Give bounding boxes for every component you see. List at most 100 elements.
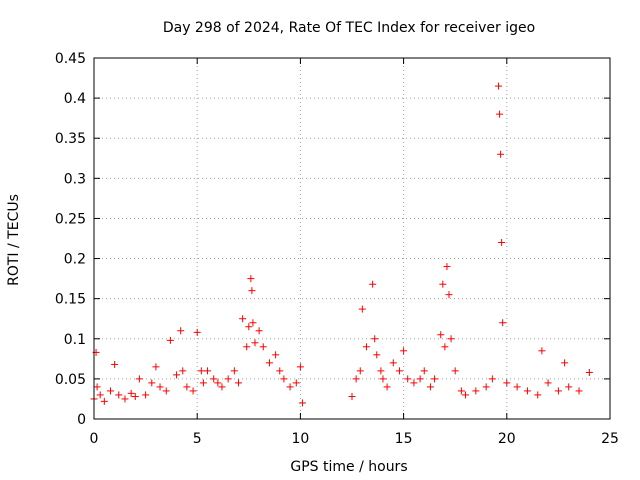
data-point (111, 360, 119, 368)
data-point (204, 367, 212, 375)
data-point (234, 379, 242, 387)
data-point (276, 367, 284, 375)
y-tick-label: 0.15 (55, 292, 86, 308)
data-point (348, 393, 356, 401)
x-tick-label: 10 (291, 431, 309, 447)
data-point (503, 379, 511, 387)
data-point (243, 343, 251, 351)
data-point (373, 351, 381, 359)
y-tick-label: 0.2 (64, 252, 86, 268)
data-point (441, 343, 449, 351)
x-tick-label: 20 (498, 431, 516, 447)
data-point (447, 335, 455, 343)
data-point (420, 367, 428, 375)
data-point (538, 347, 546, 355)
data-point (389, 359, 397, 367)
data-point (296, 363, 304, 371)
data-point (197, 367, 205, 375)
data-point (298, 399, 306, 407)
data-points (90, 82, 593, 407)
data-point (183, 383, 191, 391)
y-tick-label: 0.1 (64, 332, 86, 348)
x-tick-label: 0 (90, 431, 99, 447)
data-point (115, 391, 123, 399)
data-point (245, 323, 253, 331)
data-point (107, 387, 115, 395)
data-point (166, 336, 174, 344)
data-point (383, 383, 391, 391)
y-tick-label: 0 (77, 412, 86, 428)
data-point (100, 397, 108, 405)
data-point (513, 383, 521, 391)
data-point (121, 395, 129, 403)
data-point (437, 331, 445, 339)
data-point (239, 315, 247, 323)
data-point (404, 375, 412, 383)
y-tick-label: 0.45 (55, 51, 86, 67)
data-point (523, 387, 531, 395)
data-point (255, 327, 263, 335)
data-point (498, 239, 506, 247)
y-tick-label: 0.35 (55, 131, 86, 147)
data-point (400, 347, 408, 355)
x-axis-label: GPS time / hours (290, 459, 407, 475)
y-tick-label: 0.05 (55, 372, 86, 388)
data-point (96, 391, 104, 399)
data-point (462, 391, 470, 399)
data-point (224, 375, 232, 383)
data-point (554, 387, 562, 395)
data-point (369, 280, 377, 288)
y-tick-label: 0.4 (64, 91, 86, 107)
data-point (265, 359, 273, 367)
data-point (426, 383, 434, 391)
data-point (148, 379, 156, 387)
data-point (251, 339, 259, 347)
y-tick-label: 0.3 (64, 171, 86, 187)
data-point (377, 367, 385, 375)
chart-title: Day 298 of 2024, Rate Of TEC Index for r… (163, 20, 535, 36)
data-point (352, 375, 360, 383)
data-point (135, 375, 143, 383)
data-point (199, 379, 207, 387)
data-point (280, 375, 288, 383)
data-point (259, 343, 267, 351)
data-point (131, 393, 139, 401)
x-tick-label: 5 (193, 431, 202, 447)
data-point (534, 391, 542, 399)
y-tick-label: 0.25 (55, 211, 86, 227)
data-point (156, 383, 164, 391)
data-point (575, 387, 583, 395)
data-point (561, 359, 569, 367)
data-point (272, 351, 280, 359)
data-point (189, 387, 197, 395)
data-point (497, 150, 505, 158)
data-point (457, 387, 465, 395)
data-point (152, 363, 160, 371)
axes: 0 0.05 0.1 0.15 0.2 0.25 0.3 0.35 0.4 0.45 0 5 10 15 2… (55, 51, 619, 447)
data-point (142, 391, 150, 399)
data-point (499, 319, 507, 327)
x-tick-label: 15 (395, 431, 413, 447)
data-point (371, 335, 379, 343)
plot-frame (93, 57, 611, 420)
data-point (431, 375, 439, 383)
data-point (565, 383, 573, 391)
data-point (93, 383, 101, 391)
x-tick-label: 25 (601, 431, 619, 447)
data-point (127, 389, 135, 397)
data-point (362, 343, 370, 351)
data-point (179, 367, 187, 375)
data-point (358, 305, 366, 313)
data-point (443, 263, 451, 271)
data-point (248, 287, 256, 295)
data-point (230, 367, 238, 375)
data-point (439, 280, 447, 288)
data-point (585, 368, 593, 376)
grid (94, 58, 610, 419)
data-point (472, 387, 480, 395)
data-point (379, 375, 387, 383)
data-point (177, 327, 185, 335)
data-point (162, 387, 170, 395)
data-point (451, 367, 459, 375)
